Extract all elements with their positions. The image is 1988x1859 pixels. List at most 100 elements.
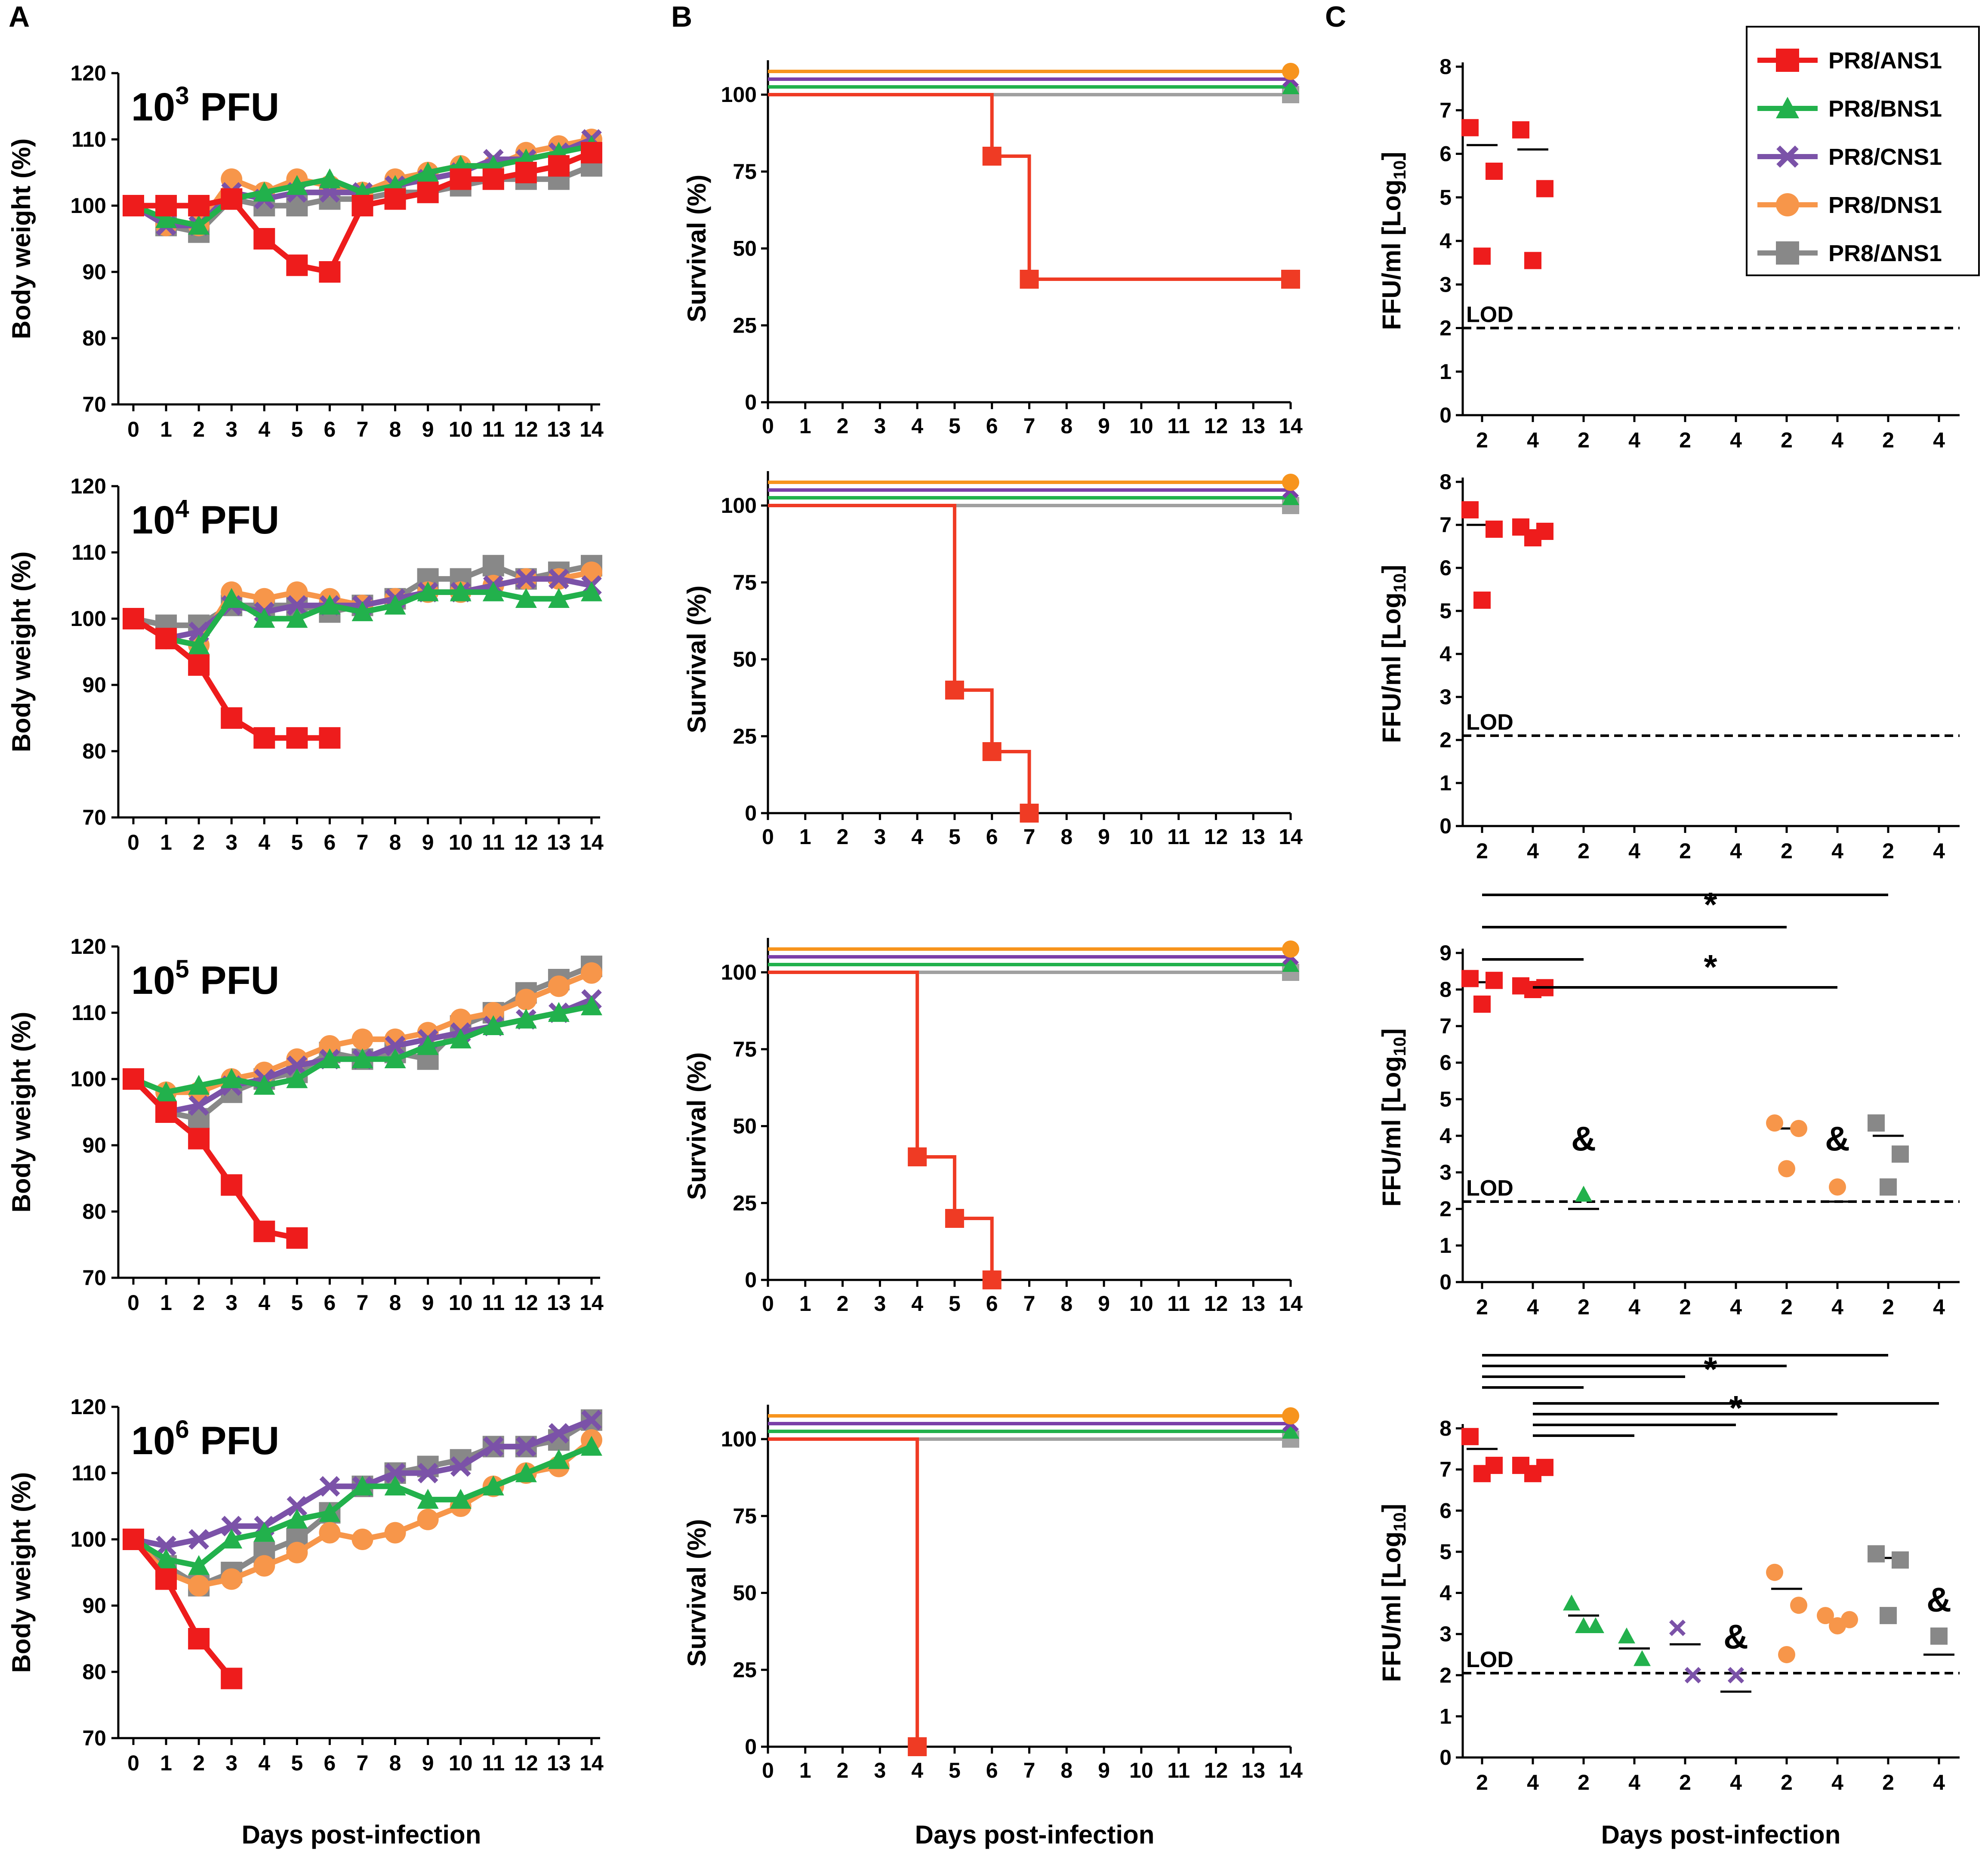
titer-point-2-0-2 (1473, 592, 1491, 609)
titer-y-title-4: FFU/ml [Log10] (1377, 1504, 1409, 1682)
titer-y-tick-label-1-5: 5 (1439, 185, 1452, 210)
survival-y-tick-label-3-25: 25 (733, 1191, 757, 1215)
weight-point-4-1-2 (188, 1628, 210, 1649)
weight-x-tick-label-3-5: 5 (291, 1291, 303, 1315)
weight-x-tick-label-1-9: 9 (422, 417, 434, 441)
survival-y-tick-label-4-50: 50 (733, 1581, 757, 1605)
weight-point-4-2-13 (548, 1449, 570, 1469)
weight-x-tick-label-1-1: 1 (160, 417, 172, 441)
titer-x-tick-label-1-5: 4 (1730, 428, 1742, 452)
legend-label-2: PR8/BNS1 (1828, 96, 1942, 122)
weight-point-1-2-2 (188, 215, 210, 235)
survival-y-tick-label-2-100: 100 (721, 493, 757, 518)
survival-x-tick-label-3-3: 3 (874, 1292, 886, 1316)
survival-point-3-2 (945, 1209, 964, 1228)
survival-x-tick-label-1-2: 2 (837, 414, 849, 438)
weight-point-3-2-12 (515, 1008, 537, 1029)
weight-point-4-2-5 (286, 1508, 308, 1529)
survival-line-4-1 (768, 1437, 919, 1747)
weight-point-2-3-12 (515, 568, 536, 589)
weight-point-2-3-13-stroke-2 (549, 568, 569, 589)
weight-point-3-2-6 (319, 1048, 341, 1069)
titer-axis-3 (1461, 949, 1960, 1283)
survival-x-tick-label-1-9: 9 (1098, 414, 1110, 438)
titer-point-4-6-1 (1790, 1597, 1807, 1614)
survival-y-tick-label-1-25: 25 (733, 313, 757, 337)
titer-y-tick-label-3-7: 7 (1439, 1014, 1452, 1038)
weight-series-3-2 (123, 995, 602, 1102)
titer-x-tick-label-3-1: 4 (1527, 1295, 1539, 1319)
weight-point-2-2-7 (351, 601, 373, 621)
titer-point-4-4-0-stroke-2 (1669, 1619, 1686, 1636)
titer-y-tick-label-3-8: 8 (1439, 977, 1452, 1002)
weight-point-4-4-8 (384, 1522, 406, 1544)
survival-x-tick-label-1-11: 11 (1167, 414, 1190, 438)
titer-x-tick-label-1-9: 4 (1933, 428, 1945, 452)
weight-y-title-4: Body weight (%) (7, 1472, 36, 1673)
survival-point-1-1 (982, 147, 1002, 166)
weight-point-4-2-7 (351, 1475, 373, 1496)
survival-x-tick-label-4-2: 2 (837, 1758, 849, 1782)
weight-x-tick-label-3-13: 13 (547, 1291, 571, 1315)
weight-point-2-2-3 (221, 588, 243, 608)
survival-point-1-3 (1281, 270, 1300, 289)
x-axis-title-b: Days post-infection (915, 1820, 1155, 1849)
titer-point-4-8-1 (1892, 1551, 1909, 1569)
titer-y-title-1: FFU/ml [Log10] (1377, 152, 1409, 330)
weight-x-tick-label-1-11: 11 (482, 417, 505, 441)
weight-x-tick-label-4-7: 7 (357, 1751, 369, 1775)
titer-y-tick-label-4-8: 8 (1439, 1416, 1452, 1440)
titer-point-4-0-0 (1461, 1428, 1479, 1446)
survival-axis-3 (767, 938, 1291, 1281)
weight-y-tick-label-4-120: 120 (71, 1395, 106, 1419)
weight-y-tick-label-2-110: 110 (71, 540, 106, 564)
weight-x-tick-label-4-11: 11 (482, 1751, 505, 1775)
titer-x-tick-label-1-0: 2 (1476, 428, 1488, 452)
weight-point-3-4-14 (581, 962, 602, 984)
survival-x-tick-label-3-9: 9 (1098, 1292, 1110, 1316)
survival-y-tick-label-3-50: 50 (733, 1114, 757, 1138)
weight-x-tick-label-2-13: 13 (547, 830, 571, 854)
survival-point-2-2 (982, 742, 1002, 761)
weight-y-tick-label-4-80: 80 (82, 1660, 106, 1684)
survival-y-tick-label-4-75: 75 (733, 1504, 757, 1528)
survival-y-tick-label-4-25: 25 (733, 1658, 757, 1682)
weight-x-tick-label-2-1: 1 (160, 830, 172, 854)
titer-x-tick-label-3-0: 2 (1476, 1295, 1488, 1319)
titer-point-3-2-0 (1575, 1186, 1592, 1202)
titer-y-tick-label-4-5: 5 (1439, 1540, 1452, 1564)
titer-point-4-5-0 (1727, 1667, 1745, 1683)
weight-point-1-1-5 (286, 254, 308, 276)
weight-series-3-1 (123, 1068, 308, 1249)
weight-x-tick-label-1-3: 3 (225, 417, 237, 441)
survival-x-tick-label-2-8: 8 (1060, 825, 1073, 849)
weight-x-tick-label-2-8: 8 (389, 830, 401, 854)
survival-y-title-4: Survival (%) (682, 1519, 711, 1667)
titer-y-tick-label-4-7: 7 (1439, 1458, 1452, 1482)
weight-point-2-2-13 (548, 588, 570, 608)
sig-star-4-1: * (1729, 1389, 1743, 1427)
weight-y-tick-label-4-90: 90 (82, 1594, 106, 1618)
weight-point-3-2-13 (548, 1002, 570, 1022)
titer-y-tick-label-4-4: 4 (1439, 1581, 1452, 1605)
weight-y-tick-label-3-80: 80 (82, 1199, 106, 1224)
weight-x-tick-label-2-2: 2 (193, 830, 205, 854)
weight-point-4-3-2 (188, 1529, 210, 1550)
titer-point-4-6-2 (1778, 1646, 1795, 1663)
amp-mark-4-0: & (1723, 1618, 1748, 1656)
weight-point-2-5-11 (482, 555, 504, 577)
weight-x-tick-label-4-6: 6 (324, 1751, 336, 1775)
weight-point-4-3-9-stroke-2 (417, 1463, 438, 1483)
weight-point-2-2-8 (384, 595, 406, 615)
weight-x-tick-label-2-9: 9 (422, 830, 434, 854)
weight-point-3-1-2 (188, 1128, 210, 1150)
titer-point-3-1-2 (1524, 981, 1541, 998)
weight-x-tick-label-1-7: 7 (357, 417, 369, 441)
titer-y-tick-label-2-4: 4 (1439, 642, 1452, 666)
weight-point-3-2-1 (155, 1081, 177, 1102)
weight-y-tick-label-1-100: 100 (71, 194, 106, 218)
weight-x-tick-label-2-10: 10 (449, 830, 473, 854)
